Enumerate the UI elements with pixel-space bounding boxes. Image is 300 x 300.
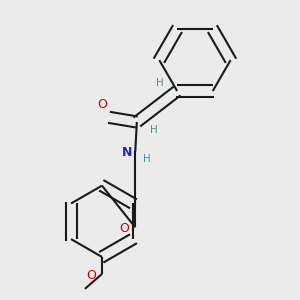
Text: O: O <box>119 222 129 236</box>
Text: O: O <box>86 269 96 282</box>
Text: H: H <box>150 125 158 135</box>
Text: O: O <box>97 98 107 111</box>
Text: H: H <box>143 154 151 164</box>
Text: N: N <box>122 146 132 160</box>
Text: H: H <box>156 78 164 88</box>
